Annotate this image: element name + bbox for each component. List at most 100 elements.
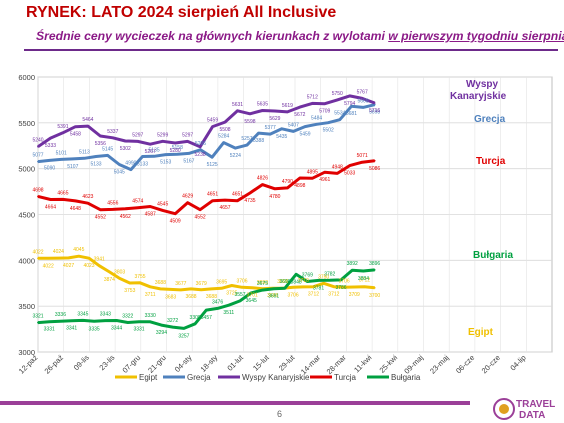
data-point [211, 125, 214, 128]
data-point [336, 172, 339, 175]
x-tick-label: 01-lut [225, 352, 245, 372]
data-point [77, 255, 80, 258]
data-point [272, 287, 275, 290]
data-point [323, 171, 326, 174]
data-point [373, 268, 376, 271]
data-label: 5356 [95, 141, 106, 147]
data-label: 5377 [265, 125, 276, 131]
data-point [115, 319, 118, 322]
data-point [124, 140, 127, 142]
data-point [295, 273, 298, 276]
data-point [104, 319, 107, 322]
data-point [250, 291, 253, 294]
data-label: 5297 [132, 132, 143, 138]
data-label: 5629 [269, 116, 280, 122]
data-point [194, 322, 197, 325]
data-point [274, 187, 276, 190]
data-point [362, 106, 364, 109]
data-label: 3769 [302, 273, 313, 279]
data-label: 3712 [308, 292, 319, 298]
data-label: 3706 [287, 292, 298, 298]
data-label: 3709 [349, 292, 360, 298]
data-label: 4826 [257, 176, 268, 182]
series-end-label: Grecja [474, 114, 506, 125]
data-label: 5698 [369, 110, 380, 116]
data-point [306, 280, 309, 283]
data-label: 3476 [212, 299, 223, 305]
data-label: 3874 [104, 277, 115, 283]
data-label: 5107 [67, 164, 78, 170]
data-label: 5240 [32, 138, 43, 144]
data-point [159, 288, 162, 290]
x-tick-label: 23-lis [97, 353, 116, 372]
data-label: 5113 [79, 149, 90, 155]
data-point [199, 145, 202, 148]
data-label: 5709 [319, 109, 330, 115]
data-label: 5133 [137, 161, 148, 167]
data-point [74, 200, 77, 202]
data-label: 4780 [269, 194, 280, 200]
data-point [37, 195, 39, 198]
data-point [86, 202, 89, 205]
title-divider [24, 49, 558, 51]
data-point [47, 257, 50, 260]
data-label: 4574 [132, 199, 143, 205]
data-point [37, 145, 39, 148]
data-point [224, 121, 226, 123]
data-point [149, 285, 152, 288]
data-label: 4587 [145, 212, 156, 218]
data-point [171, 326, 174, 328]
data-point [141, 155, 144, 158]
data-label: 5045 [114, 170, 125, 176]
data-point [161, 209, 164, 212]
data-point [351, 269, 354, 272]
data-point [169, 288, 172, 291]
x-tick-label: 09-lis [72, 353, 91, 372]
series-end-label: Turcja [476, 156, 506, 167]
data-label: 5133 [90, 161, 101, 167]
data-label: 5619 [282, 103, 293, 109]
data-label: 3803 [114, 269, 125, 275]
data-point [348, 94, 351, 97]
data-label: 3710 [298, 278, 309, 284]
data-point [49, 198, 52, 201]
data-label: 5284 [218, 134, 229, 140]
x-tick-label: 07-gru [121, 353, 143, 375]
data-label: 4895 [307, 169, 318, 175]
data-label: 3336 [55, 312, 66, 318]
data-label: 5635 [257, 101, 268, 107]
data-label: 5668 [357, 98, 368, 104]
x-tick-label: 04-sty [173, 353, 194, 374]
data-point [60, 158, 63, 161]
data-label: 4509 [170, 219, 181, 225]
grid-lines [37, 76, 552, 353]
data-point [304, 125, 306, 128]
data-label: 3679 [196, 281, 207, 287]
data-label: 5388 [253, 138, 264, 144]
data-label: 4022 [32, 249, 43, 255]
data-point [236, 109, 239, 112]
data-label: 3331 [44, 327, 55, 333]
legend-label: Egipt [139, 373, 158, 382]
data-point [220, 287, 223, 290]
data-point [234, 147, 237, 150]
data-label: 5125 [207, 162, 218, 168]
data-label: 4664 [45, 204, 56, 210]
data-label: 3677 [175, 281, 186, 287]
data-label: 5681 [346, 111, 357, 117]
data-point [174, 142, 177, 144]
data-label: 4651 [232, 192, 243, 198]
x-tick-label: 20-cze [480, 353, 502, 375]
data-label: 5033 [344, 171, 355, 177]
data-point [327, 121, 330, 124]
data-label: 3645 [246, 298, 257, 304]
data-label: 5297 [182, 132, 193, 138]
data-label: 3696 [267, 293, 278, 299]
data-label: 5631 [232, 102, 243, 108]
data-point [286, 111, 289, 113]
data-point [136, 140, 139, 143]
series-lines [37, 94, 376, 330]
page-title: RYNEK: LATO 2024 sierpień All Inclusive [26, 4, 337, 21]
